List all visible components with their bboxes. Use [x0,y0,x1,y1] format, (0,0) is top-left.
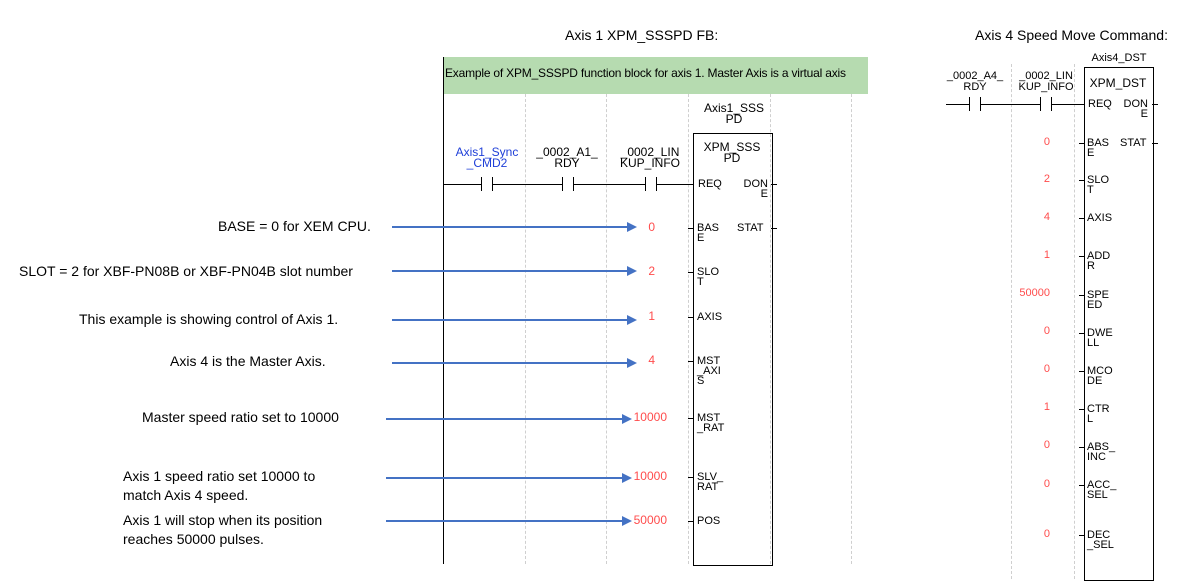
arrow-master-axis [392,358,637,368]
left-title: Axis 1 XPM_SSSPD FB: [565,27,719,43]
fb1-instance-name: Axis1_SSS PD [703,101,765,126]
fb2-value-dwell[interactable]: 0 [1043,325,1050,337]
arrow-master-ratio [386,414,632,424]
arrow-slot [392,266,637,276]
note-axis: This example is showing control of Axis … [79,311,339,327]
fb2-contact-2-label: _0002_LIN KUP_INFO [1018,70,1074,93]
note-position: Axis 1 will stop when its position reach… [123,512,323,547]
fb2-value-base[interactable]: 0 [1043,136,1050,148]
fb2-value-mcode[interactable]: 0 [1043,363,1050,375]
fb1-value-mst-rat[interactable]: 10000 [633,410,667,424]
fb2-value-speed[interactable]: 50000 [1019,287,1050,299]
note-base: BASE = 0 for XEM CPU. [218,218,371,234]
fb2-type-name: XPM_DST [1089,76,1147,90]
fb1-value-base[interactable]: 0 [648,220,655,234]
fb2-value-addr[interactable]: 1 [1043,249,1050,261]
fb1-block[interactable] [693,133,773,566]
contact-1-label: Axis1_Sync _CMD2 [455,145,519,170]
fb1-value-slv-rat[interactable]: 10000 [633,469,667,483]
note-slot: SLOT = 2 for XBF-PN08B or XBF-PN04B slot… [19,263,353,279]
fb2-value-dec-sel[interactable]: 0 [1043,528,1050,540]
fb2-block[interactable] [1084,67,1154,581]
fb2-instance-name: Axis4_DST [1091,52,1147,64]
fb2-value-ctrl[interactable]: 1 [1043,401,1050,413]
fb2-rung-line [946,104,1084,105]
fb2-contact-1-label: _0002_A4_ RDY [946,70,1004,93]
fb1-value-axis[interactable]: 1 [648,309,655,323]
left-power-rail [443,57,444,564]
fb2-value-slot[interactable]: 2 [1043,173,1050,185]
note-master-axis: Axis 4 is the Master Axis. [170,353,326,369]
fb2-contact-2-symbol[interactable] [1040,97,1052,111]
contact-3-label: _0002_LIN KUP_INFO [619,145,680,170]
comment-text: Example of XPM_SSSPD function block for … [445,66,846,80]
contact-2-label: _0002_A1_ RDY [536,145,598,170]
fb2-value-abs-inc[interactable]: 0 [1043,439,1050,451]
contact-1-symbol[interactable] [481,177,493,191]
contact-3-symbol[interactable] [645,177,657,191]
fb2-pin-req: REQ [1088,98,1112,110]
arrow-slave-ratio [386,473,632,483]
fb2-value-axis[interactable]: 4 [1043,211,1050,223]
note-slave-ratio: Axis 1 speed ratio set 10000 to match Ax… [123,468,316,503]
fb1-type-name: XPM_SSS PD [703,140,761,165]
fb2-contact-1-symbol[interactable] [969,97,981,111]
fb1-value-pos[interactable]: 50000 [633,513,667,527]
comment-banner: Example of XPM_SSSPD function block for … [443,57,868,94]
note-master-ratio: Master speed ratio set to 10000 [142,409,339,425]
arrow-axis [392,315,637,325]
arrow-base [392,222,637,232]
fb1-value-mst-axis[interactable]: 4 [648,353,655,367]
right-title: Axis 4 Speed Move Command: [975,27,1168,43]
fb1-value-slot[interactable]: 2 [648,264,655,278]
fb2-value-acc-sel[interactable]: 0 [1043,478,1050,490]
arrow-position [386,516,632,526]
contact-2-symbol[interactable] [562,177,574,191]
